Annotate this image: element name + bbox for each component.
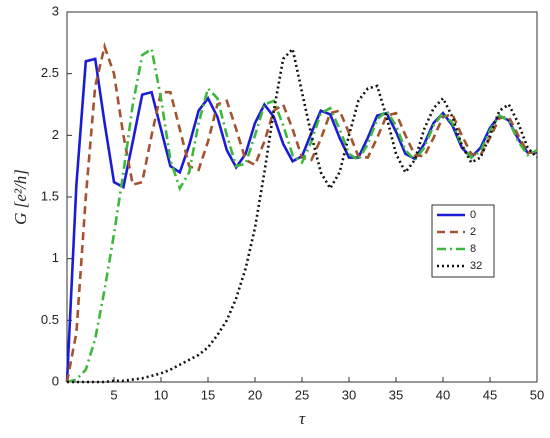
- y-tick-label: 1.5: [41, 188, 59, 203]
- y-axis-label: G [e²/h]: [11, 169, 30, 225]
- legend-label: 32: [470, 260, 482, 272]
- x-axis-label: τ: [299, 409, 306, 428]
- y-tick-label: 0: [52, 373, 59, 388]
- legend-label: 8: [470, 243, 476, 255]
- x-tick-label: 10: [154, 387, 168, 402]
- x-tick-label: 15: [201, 387, 215, 402]
- x-tick-label: 25: [295, 387, 309, 402]
- series-line: [66, 46, 538, 384]
- legend-label: 0: [470, 209, 476, 221]
- y-tick-label: 0.5: [41, 312, 59, 327]
- x-tick-label: 20: [248, 387, 262, 402]
- x-tick-label: 45: [483, 387, 497, 402]
- y-tick-label: 1: [52, 250, 59, 265]
- x-tick-label: 50: [530, 387, 544, 402]
- x-tick-label: 30: [342, 387, 356, 402]
- series-line: [65, 41, 537, 383]
- y-tick-label: 2.5: [41, 65, 59, 80]
- x-tick-label: 5: [110, 387, 117, 402]
- x-tick-label: 35: [389, 387, 403, 402]
- y-tick-label: 3: [52, 3, 59, 18]
- y-tick-label: 2: [52, 127, 59, 142]
- legend-label: 2: [470, 226, 476, 238]
- x-tick-label: 40: [436, 387, 450, 402]
- plot-frame: [66, 11, 538, 383]
